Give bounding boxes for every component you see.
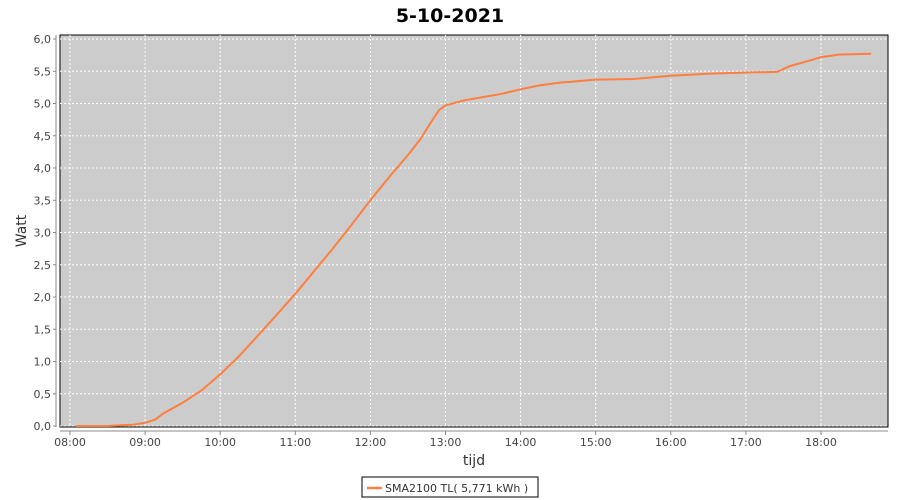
legend: SMA2100 TL( 5,771 kWh ) bbox=[361, 476, 539, 498]
legend-label: SMA2100 TL( 5,771 kWh ) bbox=[385, 482, 528, 495]
x-tick-label: 17:00 bbox=[730, 436, 762, 449]
x-tick-label: 08:00 bbox=[54, 436, 86, 449]
y-tick-label: 5,5 bbox=[34, 65, 52, 78]
x-tick-label: 13:00 bbox=[430, 436, 462, 449]
x-tick-label: 15:00 bbox=[580, 436, 612, 449]
x-tick-label: 12:00 bbox=[355, 436, 387, 449]
y-tick-label: 4,0 bbox=[34, 162, 52, 175]
grid-lines bbox=[60, 35, 888, 427]
x-tick-label: 09:00 bbox=[129, 436, 161, 449]
x-axis: 08:00 09:00 10:00 11:00 12:00 13:00 14:00 15:00… bbox=[54, 430, 888, 449]
y-tick-label: 2,5 bbox=[34, 259, 52, 272]
x-axis-label: tijd bbox=[463, 453, 485, 469]
y-tick-label: 6,0 bbox=[34, 33, 52, 46]
chart-title: 5-10-2021 bbox=[396, 5, 504, 27]
x-tick-label: 11:00 bbox=[279, 436, 311, 449]
y-tick-label: 1,0 bbox=[34, 356, 52, 369]
y-tick-label: 3,0 bbox=[34, 227, 52, 240]
x-tick-label: 10:00 bbox=[204, 436, 236, 449]
x-tick-label: 14:00 bbox=[505, 436, 537, 449]
x-tick-label: 16:00 bbox=[655, 436, 687, 449]
x-tick-label: 18:00 bbox=[805, 436, 837, 449]
y-tick-label: 5,0 bbox=[34, 98, 52, 111]
plot-area bbox=[59, 34, 889, 428]
y-tick-label: 3,5 bbox=[34, 194, 52, 207]
y-tick-label: 1,5 bbox=[34, 323, 52, 336]
y-axis: 0,0 0,5 1,0 1,5 2,0 2,5 3,0 3,5 4,0 4,5 5,0 5,5 6,0 bbox=[34, 33, 57, 433]
y-tick-label: 4,5 bbox=[34, 130, 52, 143]
y-axis-label: Watt bbox=[14, 214, 30, 247]
y-tick-label: 0,5 bbox=[34, 388, 52, 401]
series-line bbox=[76, 52, 872, 427]
y-tick-label: 0,0 bbox=[34, 420, 52, 433]
y-tick-label: 2,0 bbox=[34, 291, 52, 304]
